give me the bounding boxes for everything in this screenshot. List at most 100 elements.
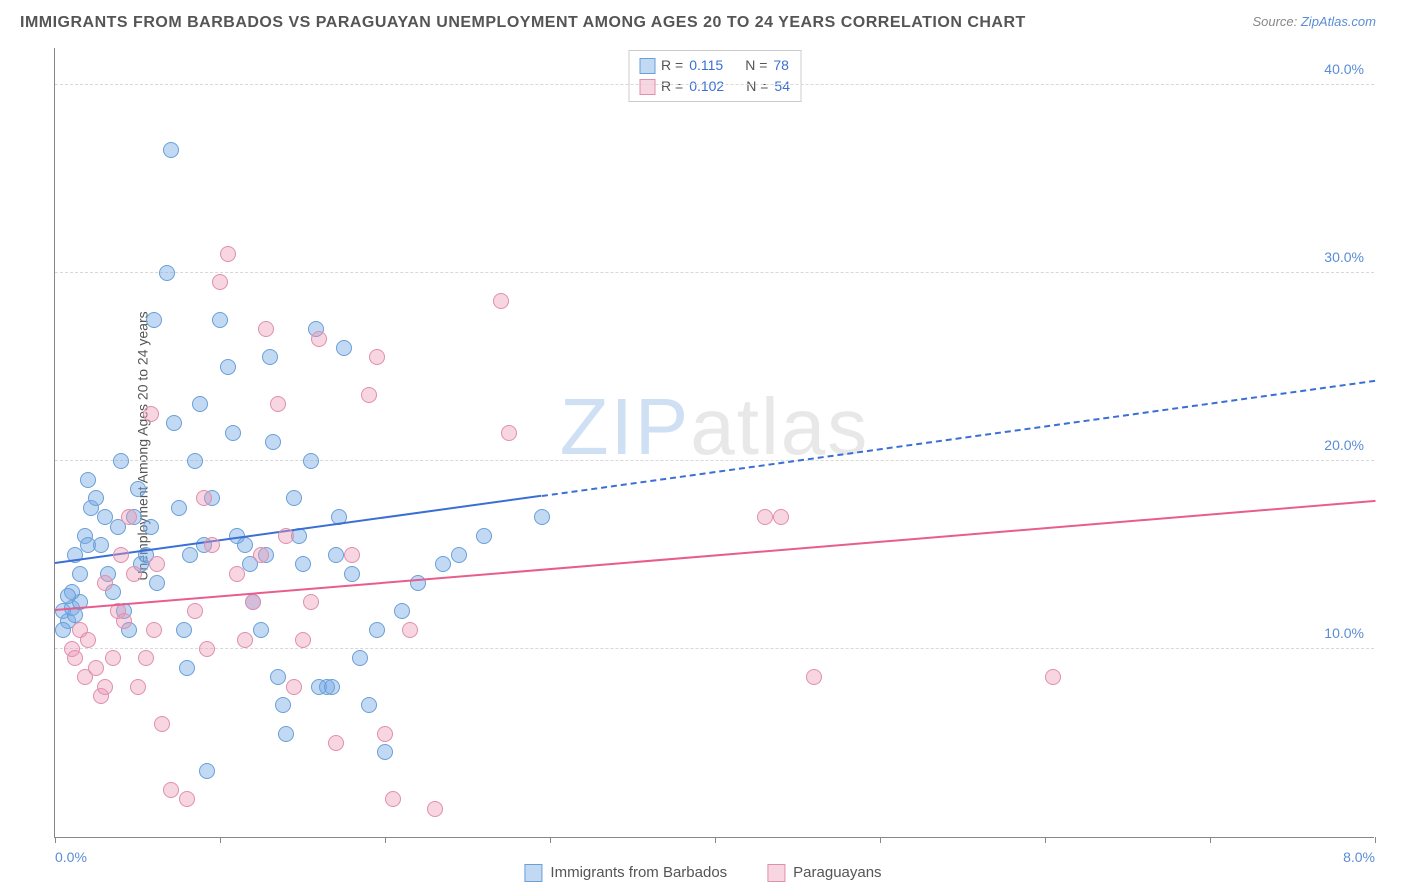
correlation-legend: R =0.115N =78R =0.102N =54 xyxy=(628,50,801,102)
data-point-barbados xyxy=(60,588,76,604)
data-point-barbados xyxy=(286,490,302,506)
data-point-paraguay xyxy=(258,321,274,337)
y-tick-label: 10.0% xyxy=(1324,625,1364,641)
data-point-paraguay xyxy=(105,650,121,666)
legend-row-barbados: R = 0.115 N = 78 xyxy=(639,55,790,76)
legend-r-label: R = xyxy=(661,76,683,97)
legend-n-value: 54 xyxy=(774,76,790,97)
legend-n-value: 78 xyxy=(773,55,789,76)
data-point-barbados xyxy=(171,500,187,516)
data-point-barbados xyxy=(187,453,203,469)
data-point-barbados xyxy=(303,453,319,469)
data-point-paraguay xyxy=(501,425,517,441)
data-point-paraguay xyxy=(311,331,327,347)
data-point-paraguay xyxy=(179,791,195,807)
data-point-paraguay xyxy=(773,509,789,525)
data-point-barbados xyxy=(253,622,269,638)
data-point-paraguay xyxy=(116,613,132,629)
data-point-paraguay xyxy=(1045,669,1061,685)
data-point-paraguay xyxy=(196,490,212,506)
legend-r-value: 0.115 xyxy=(689,55,723,76)
data-point-barbados xyxy=(55,622,71,638)
data-point-barbados xyxy=(220,359,236,375)
data-point-barbados xyxy=(225,425,241,441)
data-point-barbados xyxy=(88,490,104,506)
data-point-barbados xyxy=(451,547,467,563)
data-point-paraguay xyxy=(253,547,269,563)
data-point-paraguay xyxy=(493,293,509,309)
data-point-barbados xyxy=(149,575,165,591)
data-point-paraguay xyxy=(427,801,443,817)
data-point-paraguay xyxy=(278,528,294,544)
source-label: Source: xyxy=(1252,14,1300,29)
data-point-paraguay xyxy=(163,782,179,798)
legend-swatch xyxy=(767,864,785,882)
data-point-paraguay xyxy=(143,406,159,422)
legend-row-paraguay: R =0.102N =54 xyxy=(639,76,790,97)
legend-swatch xyxy=(524,864,542,882)
data-point-barbados xyxy=(435,556,451,572)
legend-series-name: Paraguayans xyxy=(793,864,881,881)
data-point-paraguay xyxy=(154,716,170,732)
trend-line xyxy=(542,380,1376,497)
data-point-barbados xyxy=(344,566,360,582)
chart-title: IMMIGRANTS FROM BARBADOS VS PARAGUAYAN U… xyxy=(20,14,1026,32)
data-point-barbados xyxy=(163,142,179,158)
gridline xyxy=(55,648,1374,649)
y-tick-label: 40.0% xyxy=(1324,61,1364,77)
legend-swatch xyxy=(639,58,655,74)
legend-n-label: N = xyxy=(746,76,768,97)
data-point-barbados xyxy=(143,519,159,535)
data-point-barbados xyxy=(295,556,311,572)
legend-series-name: Immigrants from Barbados xyxy=(550,864,727,881)
x-tick-mark xyxy=(385,837,386,843)
data-point-barbados xyxy=(237,537,253,553)
data-point-paraguay xyxy=(377,726,393,742)
legend-r-label: R = xyxy=(661,55,683,76)
data-point-barbados xyxy=(328,547,344,563)
x-tick-mark xyxy=(1045,837,1046,843)
data-point-paraguay xyxy=(126,566,142,582)
series-legend: Immigrants from Barbados Paraguayans xyxy=(524,864,881,882)
data-point-barbados xyxy=(146,312,162,328)
y-tick-label: 20.0% xyxy=(1324,437,1364,453)
legend-n-label: N = xyxy=(745,55,767,76)
data-point-barbados xyxy=(361,697,377,713)
data-point-barbados xyxy=(369,622,385,638)
data-point-paraguay xyxy=(245,594,261,610)
data-point-paraguay xyxy=(369,349,385,365)
data-point-paraguay xyxy=(229,566,245,582)
x-tick-mark xyxy=(1375,837,1376,843)
gridline xyxy=(55,84,1374,85)
data-point-barbados xyxy=(199,763,215,779)
data-point-paraguay xyxy=(97,679,113,695)
data-point-paraguay xyxy=(757,509,773,525)
x-tick-label: 8.0% xyxy=(1343,849,1375,865)
data-point-paraguay xyxy=(286,679,302,695)
data-point-paraguay xyxy=(67,650,83,666)
data-point-paraguay xyxy=(149,556,165,572)
data-point-paraguay xyxy=(344,547,360,563)
y-tick-label: 30.0% xyxy=(1324,249,1364,265)
data-point-paraguay xyxy=(237,632,253,648)
data-point-paraguay xyxy=(88,660,104,676)
data-point-barbados xyxy=(130,481,146,497)
data-point-paraguay xyxy=(220,246,236,262)
data-point-paraguay xyxy=(113,547,129,563)
data-point-barbados xyxy=(270,669,286,685)
gridline xyxy=(55,460,1374,461)
watermark-part1: ZIP xyxy=(560,382,690,471)
data-point-barbados xyxy=(278,726,294,742)
data-point-barbados xyxy=(377,744,393,760)
data-point-paraguay xyxy=(204,537,220,553)
data-point-paraguay xyxy=(361,387,377,403)
data-point-barbados xyxy=(394,603,410,619)
data-point-paraguay xyxy=(806,669,822,685)
legend-item-paraguay: Paraguayans xyxy=(767,864,881,882)
data-point-barbados xyxy=(93,537,109,553)
data-point-paraguay xyxy=(402,622,418,638)
data-point-paraguay xyxy=(130,679,146,695)
data-point-barbados xyxy=(176,622,192,638)
watermark-part2: atlas xyxy=(690,382,869,471)
data-point-paraguay xyxy=(212,274,228,290)
